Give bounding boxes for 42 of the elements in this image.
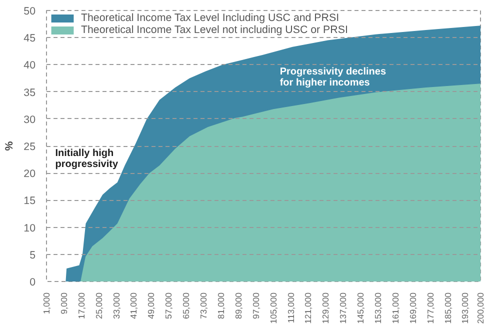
x-tick-label: 97,000 xyxy=(250,292,261,319)
x-tick-label: 33,000 xyxy=(111,292,122,319)
x-tick-label: 49,000 xyxy=(146,292,156,319)
x-tick-label: 1,000 xyxy=(42,292,52,314)
annotation: Progressivity declines for higher incomes xyxy=(280,66,386,89)
legend-label: Theoretical Income Tax Level not including USC or PRSI xyxy=(81,24,348,36)
x-tick-label: 25,000 xyxy=(94,292,104,319)
x-tick-label: 105,000 xyxy=(268,292,278,324)
y-tick-label: 5 xyxy=(30,249,36,262)
x-tick-label: 129,000 xyxy=(320,292,331,324)
x-tick-label: 17,000 xyxy=(76,292,86,319)
x-tick-label: 153,000 xyxy=(372,292,383,324)
y-tick-label: 25 xyxy=(24,141,36,153)
y-tick-label: 50 xyxy=(24,6,36,18)
y-tick-label: 35 xyxy=(24,86,36,99)
x-tick-label: 193,000 xyxy=(460,292,470,324)
x-tick-label: 9,000 xyxy=(58,292,69,314)
x-tick-label: 145,000 xyxy=(356,292,366,324)
x-tick-label: 65,000 xyxy=(181,292,192,319)
x-tick-label: 57,000 xyxy=(164,292,174,319)
y-tick-label: 30 xyxy=(24,114,36,126)
x-tick-label: 185,000 xyxy=(442,292,453,324)
x-tick-label: 200,000 xyxy=(476,292,486,324)
legend-label: Theoretical Income Tax Level Including USC and PRSI xyxy=(81,12,340,24)
annotation: Initially high progressivity xyxy=(55,148,118,170)
x-tick-label: 137,000 xyxy=(338,292,348,324)
y-axis-title: % xyxy=(4,140,16,151)
x-tick-label: 177,000 xyxy=(425,292,436,324)
y-tick-label: 45 xyxy=(24,32,36,45)
x-tick-label: 89,000 xyxy=(233,292,244,319)
y-tick-label: 15 xyxy=(24,195,36,208)
y-tick-label: 40 xyxy=(24,60,36,72)
x-tick-label: 113,000 xyxy=(286,292,296,324)
y-tick-label: 10 xyxy=(24,222,36,234)
x-tick-label: 41,000 xyxy=(128,292,139,319)
x-tick-label: 169,000 xyxy=(408,292,418,324)
x-tick-label: 121,000 xyxy=(303,292,314,324)
x-tick-label: 161,000 xyxy=(390,292,400,324)
x-tick-label: 81,000 xyxy=(216,292,226,319)
x-tick-label: 73,000 xyxy=(198,292,209,319)
y-tick-label: 0 xyxy=(30,276,36,288)
y-tick-label: 20 xyxy=(24,168,36,180)
